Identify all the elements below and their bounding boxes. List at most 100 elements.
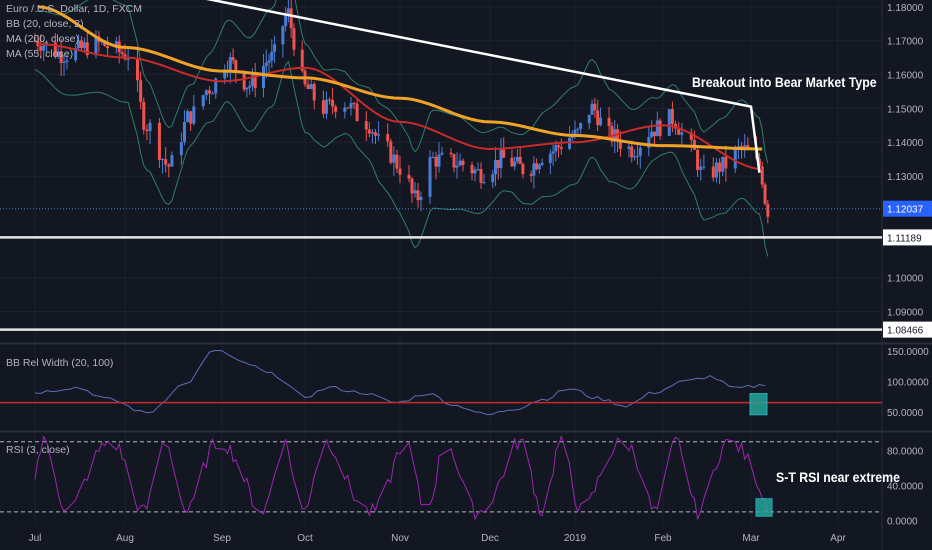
bbw-tick-label: 150.0000 bbox=[887, 347, 929, 358]
candle bbox=[85, 42, 89, 56]
candle bbox=[711, 166, 715, 178]
price-tick-label: 1.14000 bbox=[887, 138, 924, 149]
candle bbox=[309, 83, 313, 89]
x-tick-label: Nov bbox=[391, 533, 409, 544]
candle bbox=[473, 169, 477, 174]
legend-ma200: MA (200, close) bbox=[6, 33, 79, 45]
support-price-label: 1.11189 bbox=[887, 233, 922, 244]
candle bbox=[245, 87, 249, 90]
rsi-tick-label: 0.0000 bbox=[887, 517, 918, 528]
candle bbox=[234, 60, 238, 72]
candle bbox=[270, 51, 274, 61]
candle bbox=[633, 156, 637, 158]
price-tick-label: 1.16000 bbox=[887, 70, 924, 81]
candle bbox=[714, 162, 718, 178]
candle bbox=[62, 61, 66, 63]
candle bbox=[618, 141, 622, 149]
x-tick-label: 2019 bbox=[564, 533, 587, 544]
candle bbox=[521, 164, 525, 175]
candle bbox=[610, 125, 614, 142]
candle bbox=[529, 174, 533, 176]
legend-ma55: MA (55, close) bbox=[6, 48, 74, 60]
support-label-box bbox=[883, 229, 932, 246]
x-tick-label: Aug bbox=[116, 533, 134, 544]
candle bbox=[559, 147, 563, 149]
candle bbox=[721, 156, 725, 172]
last-price-label: 1.12037 bbox=[887, 205, 924, 216]
candle bbox=[211, 93, 215, 95]
chart-legend: Euro / U.S. Dollar, 1D, FXCM BB (20, clo… bbox=[6, 2, 142, 62]
candle bbox=[377, 134, 381, 136]
candle bbox=[587, 114, 591, 124]
candle bbox=[455, 165, 459, 168]
candle bbox=[370, 132, 374, 134]
candle bbox=[352, 103, 356, 105]
candle bbox=[413, 190, 417, 194]
candle bbox=[677, 128, 681, 135]
candle bbox=[635, 155, 639, 157]
candle bbox=[139, 80, 143, 102]
price-tick-label: 1.13000 bbox=[887, 172, 924, 183]
candle bbox=[74, 48, 78, 61]
candle bbox=[696, 149, 700, 171]
candle bbox=[145, 129, 149, 132]
support-price-label: 1.08466 bbox=[887, 326, 924, 337]
candle bbox=[349, 103, 353, 109]
ma200-line bbox=[37, 5, 763, 151]
candle bbox=[148, 122, 152, 132]
candle bbox=[207, 90, 211, 94]
candle bbox=[164, 159, 168, 165]
candle bbox=[328, 99, 332, 101]
candle bbox=[551, 151, 555, 154]
candle bbox=[689, 132, 693, 140]
candle bbox=[273, 44, 277, 52]
candle bbox=[126, 58, 130, 60]
candle bbox=[540, 162, 544, 165]
candle bbox=[680, 132, 684, 135]
candle bbox=[364, 121, 368, 130]
candle bbox=[170, 155, 174, 167]
candle bbox=[554, 145, 558, 152]
candle bbox=[231, 57, 235, 61]
candle bbox=[515, 156, 519, 162]
candle bbox=[77, 40, 81, 49]
candle bbox=[286, 8, 290, 16]
candle bbox=[398, 168, 402, 175]
candle bbox=[458, 160, 462, 166]
candle bbox=[440, 152, 444, 155]
candle bbox=[510, 157, 514, 167]
candle bbox=[763, 184, 767, 204]
candle bbox=[223, 70, 227, 79]
candle bbox=[452, 154, 456, 168]
candle bbox=[324, 99, 328, 114]
candle bbox=[167, 164, 171, 167]
candle bbox=[59, 51, 63, 63]
price-tick-label: 1.15000 bbox=[887, 104, 924, 115]
candle bbox=[53, 42, 57, 57]
candle bbox=[321, 100, 325, 114]
candle bbox=[192, 106, 196, 124]
candle bbox=[667, 109, 671, 136]
candle bbox=[573, 129, 577, 136]
bb-upper-band bbox=[34, 0, 769, 164]
candle bbox=[658, 120, 662, 136]
x-tick-label: Mar bbox=[742, 533, 760, 544]
candle bbox=[718, 162, 722, 172]
x-tick-label: Dec bbox=[481, 533, 499, 544]
candle bbox=[189, 111, 193, 124]
candle bbox=[300, 49, 304, 71]
rsi-annotation: S-T RSI near extreme bbox=[776, 469, 900, 485]
candle bbox=[355, 103, 359, 122]
candle bbox=[431, 156, 435, 158]
candle bbox=[496, 159, 500, 169]
candle bbox=[253, 75, 257, 89]
candle bbox=[161, 159, 165, 161]
candle bbox=[579, 123, 583, 129]
candle bbox=[568, 138, 572, 149]
candle bbox=[416, 190, 420, 201]
candle bbox=[655, 120, 659, 137]
price-tick-label: 1.17000 bbox=[887, 37, 924, 48]
candle bbox=[724, 156, 728, 169]
candle bbox=[491, 174, 495, 183]
